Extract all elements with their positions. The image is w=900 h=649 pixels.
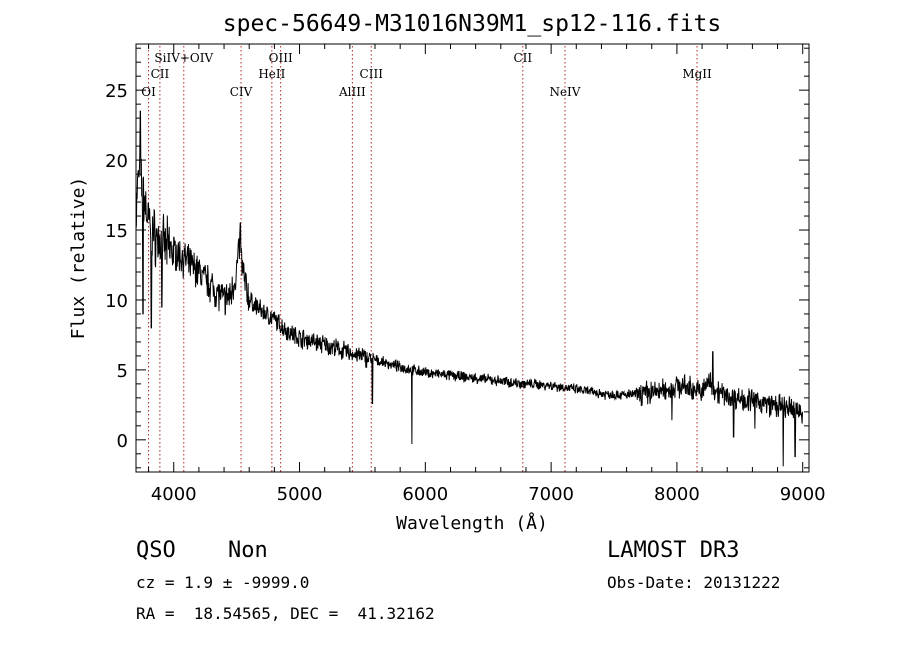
chart-title: spec-56649-M31016N39M1_sp12-116.fits xyxy=(223,11,722,37)
x-tick-label: 7000 xyxy=(528,484,574,505)
plot-frame xyxy=(135,43,810,473)
marker-label: SiIV+OIV xyxy=(154,51,213,65)
marker-label: OI xyxy=(141,85,156,99)
marker-label: HeII xyxy=(258,67,285,81)
y-tick-label: 20 xyxy=(105,151,128,172)
obs-date: Obs-Date: 20131222 xyxy=(607,573,781,592)
object-subclass: Non xyxy=(228,538,268,563)
redshift-line: cz = 1.9 ± -9999.0 xyxy=(136,573,310,592)
y-tick-label: 10 xyxy=(105,291,128,312)
x-tick-label: 9000 xyxy=(780,484,826,505)
axes-ticks: 4000 5000 6000 7000 8000 9000 0 5 10 15 20 25 xyxy=(105,44,826,505)
marker-label: CIV xyxy=(230,85,253,99)
coordinates-line: RA = 18.54565, DEC = 41.32162 xyxy=(136,604,435,623)
x-tick-label: 5000 xyxy=(277,484,323,505)
line-markers: OI CII SiIV+OIV CIV HeII OIII AlIII CIII CII NeIV… xyxy=(141,46,712,472)
marker-label: CIII xyxy=(360,67,384,81)
x-tick-label: 6000 xyxy=(402,484,448,505)
x-tick-label: 8000 xyxy=(654,484,700,505)
y-tick-label: 15 xyxy=(105,221,128,242)
marker-label: OIII xyxy=(269,51,293,65)
spectrum-line xyxy=(135,110,803,467)
x-axis-label: Wavelength (Å) xyxy=(396,512,548,534)
object-class: QSO xyxy=(136,538,176,563)
marker-label: AlIII xyxy=(338,85,366,99)
x-tick-label: 4000 xyxy=(151,484,197,505)
marker-label: CII xyxy=(513,51,532,65)
y-tick-label: 25 xyxy=(105,81,128,102)
marker-label: CII xyxy=(151,67,170,81)
marker-label: MgII xyxy=(682,67,712,81)
y-tick-label: 0 xyxy=(117,431,128,452)
survey-label: LAMOST DR3 xyxy=(607,538,740,563)
marker-label: NeIV xyxy=(549,85,580,99)
y-tick-label: 5 xyxy=(117,361,128,382)
y-axis-label: Flux (relative) xyxy=(68,177,89,340)
